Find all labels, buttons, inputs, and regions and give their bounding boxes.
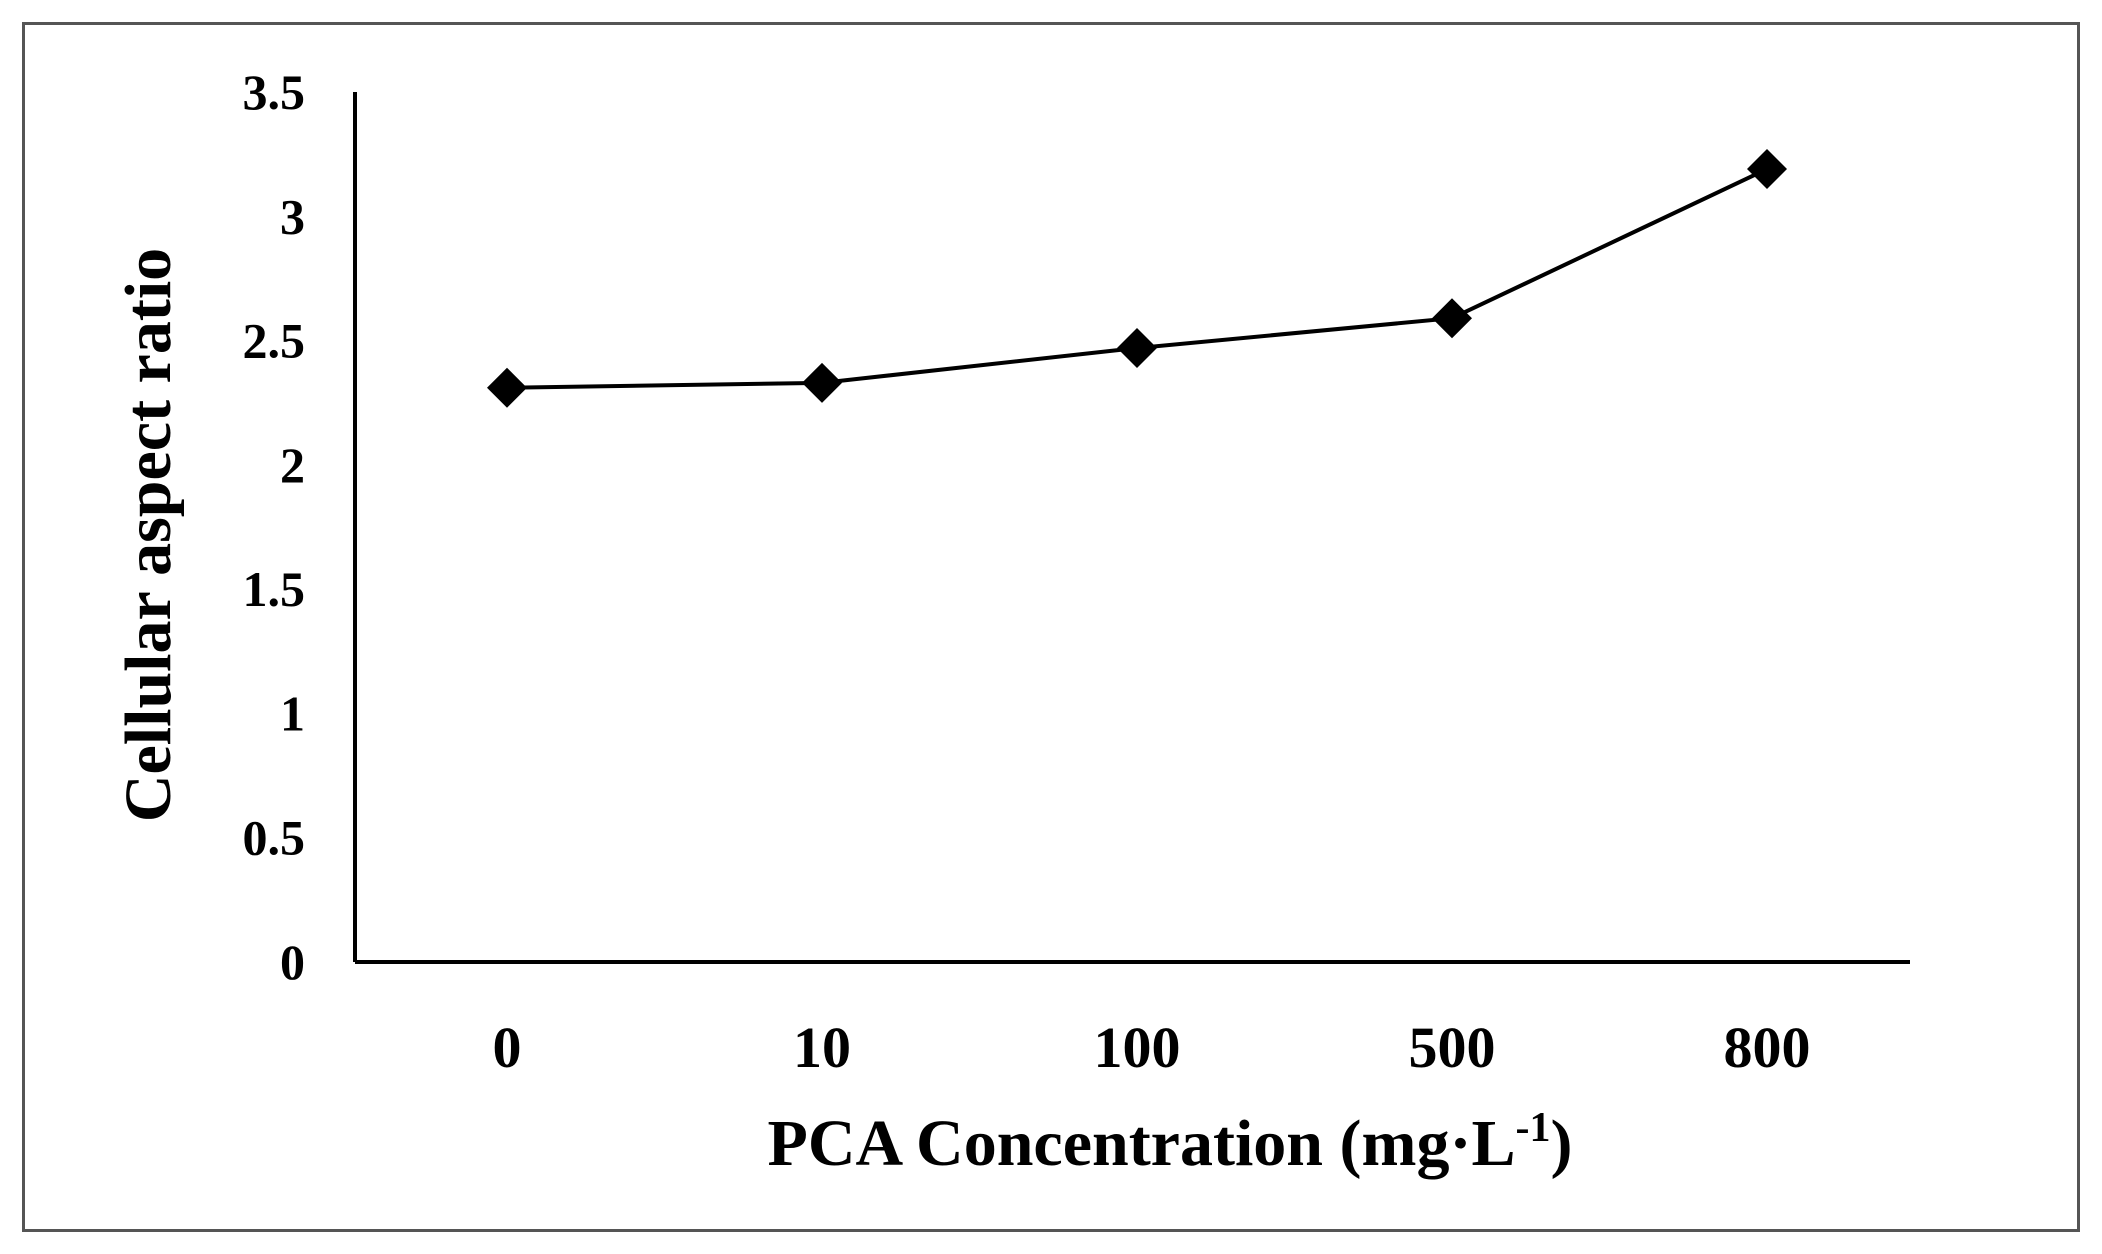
y-tick-label: 2 (280, 437, 305, 493)
data-point-marker (1117, 328, 1157, 369)
y-tick-label: 2.5 (243, 313, 306, 369)
x-tick-label: 10 (793, 1015, 851, 1080)
x-tick-label: 0 (493, 1015, 522, 1080)
y-axis-ticks: 0 0.5 1 1.5 2 2.5 3 3.5 (243, 64, 306, 990)
data-point-marker (802, 362, 842, 403)
x-axis-title: PCA Concentration (mg·L-1) (768, 1105, 1573, 1180)
data-point-marker (487, 367, 527, 408)
x-axis-title-suffix: ) (1550, 1107, 1572, 1180)
y-axis-title: Cellular aspect ratio (112, 248, 185, 822)
x-tick-label: 100 (1094, 1015, 1181, 1080)
data-point-marker (1747, 149, 1787, 190)
data-point-marker (1432, 298, 1472, 339)
chart-frame (22, 22, 2080, 1232)
data-series (487, 149, 1787, 408)
y-tick-label: 3 (280, 188, 305, 244)
y-tick-label: 1.5 (243, 561, 306, 617)
x-tick-label: 800 (1724, 1015, 1811, 1080)
x-axis-ticks: 0 10 100 500 800 (493, 1015, 1811, 1080)
y-tick-label: 0.5 (243, 810, 306, 866)
x-tick-label: 500 (1409, 1015, 1496, 1080)
y-tick-label: 0 (280, 934, 305, 990)
y-tick-label: 3.5 (243, 64, 306, 120)
y-tick-label: 1 (280, 685, 305, 741)
x-axis-title-main: PCA Concentration (mg·L (768, 1107, 1516, 1180)
x-axis-title-superscript: -1 (1515, 1105, 1550, 1151)
